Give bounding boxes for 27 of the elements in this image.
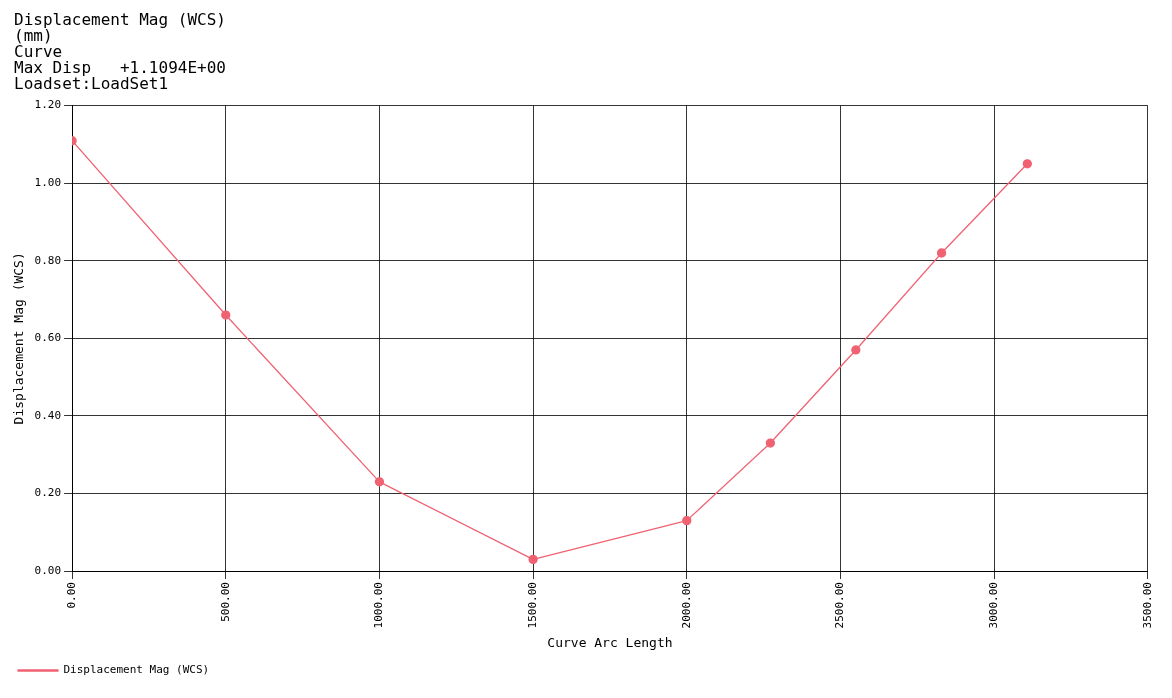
y-tick-label: 1.20 [34,98,62,112]
point [682,515,692,526]
point [374,477,385,487]
x-tick-label: 500.00 [218,582,232,622]
chart-title: Displacement Mag (WCS) [14,10,227,29]
y-tick-label: 0.40 [34,408,62,422]
point [528,554,538,565]
x-tick-label: 2000.00 [679,582,693,629]
x-axis-title: Curve Arc Length [547,634,673,650]
x-tick-label: 3000.00 [986,582,1000,629]
x-tick-label: 3500.00 [1140,582,1154,629]
x-tick-label: 1500.00 [525,582,539,629]
y-tick-label: 0.00 [34,563,62,577]
point [765,438,776,448]
y-tick-label: 1.00 [34,176,62,190]
y-tick-label: 0.60 [34,331,62,345]
text: Max Disp +1.1094E+00 [14,58,227,77]
x-tick-label: 2500.00 [833,582,847,629]
point [851,345,861,355]
y-tick-label: 0.80 [34,253,62,267]
y-tick-label: 0.20 [34,486,62,500]
point [936,248,947,258]
x-tick-label: 1000.00 [372,582,386,629]
legend-label: Displacement Mag (WCS) [63,663,210,677]
point [1022,159,1032,169]
point [221,310,231,320]
y-axis-title: Displacement Mag (WCS) [11,252,27,425]
